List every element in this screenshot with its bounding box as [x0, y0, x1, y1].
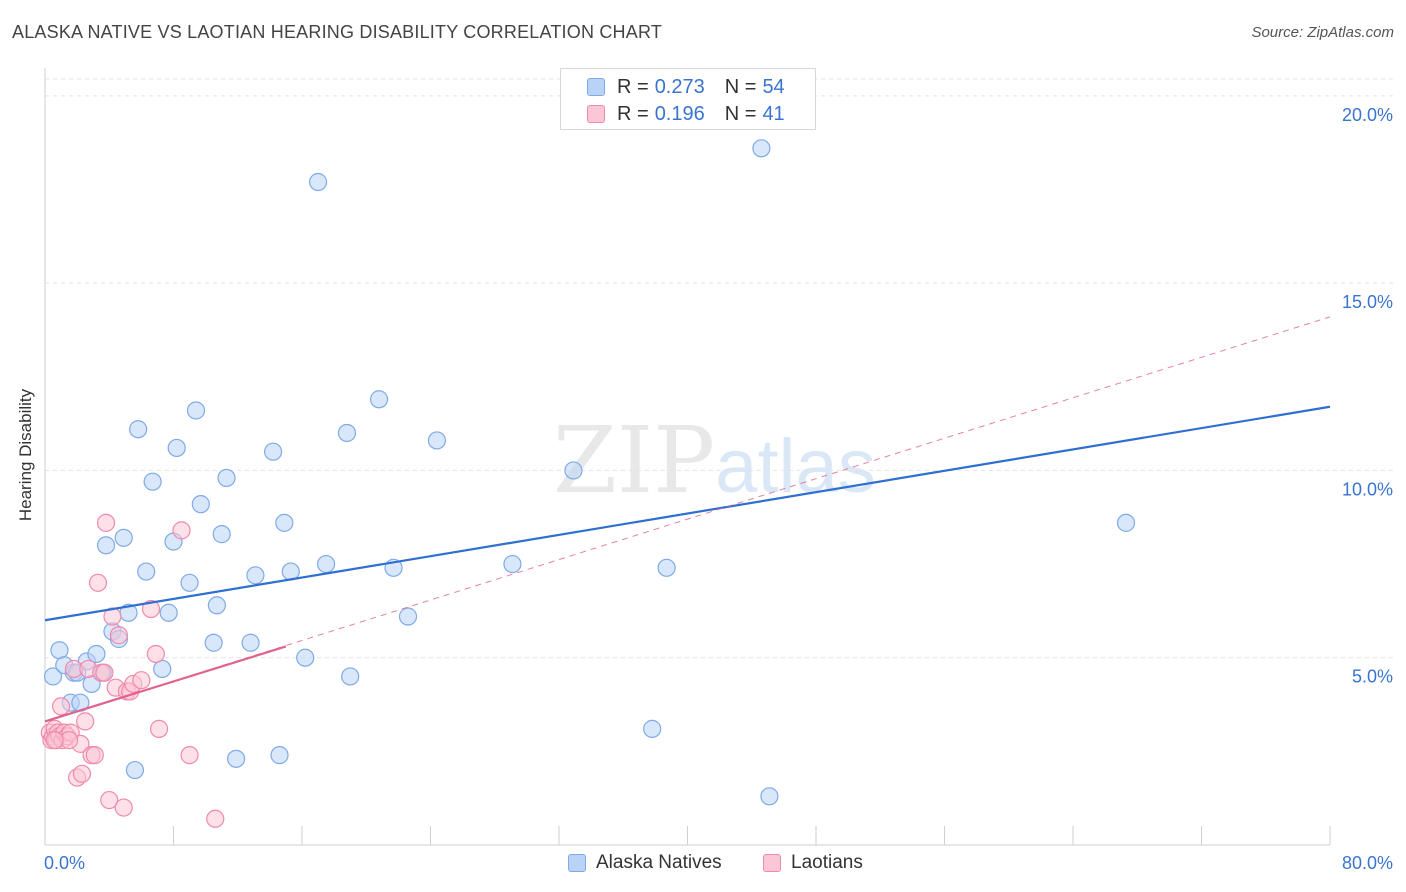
- alaska-native-point: [114, 528, 133, 547]
- legend-item-alaska-natives[interactable]: Alaska Natives: [568, 852, 722, 874]
- laotian-point: [180, 746, 199, 765]
- alaska-native-point: [87, 644, 106, 664]
- laotians-swatch: [763, 854, 781, 872]
- laotian-swatch: [587, 105, 605, 123]
- alaska-swatch: [587, 78, 605, 96]
- alaska-native-point: [398, 607, 418, 626]
- alaska-native-point: [180, 573, 199, 592]
- alaska-native-point: [137, 562, 156, 581]
- watermark: ZIPatlas: [553, 407, 876, 514]
- laotian-point: [109, 626, 128, 645]
- laotian-point: [141, 599, 161, 619]
- alaska-native-point: [207, 596, 226, 615]
- y-axis-label-wrap: Hearing Disability: [16, 323, 36, 521]
- laotian-point: [172, 521, 191, 540]
- alaska-native-point: [153, 659, 172, 679]
- alaska-native-point: [308, 172, 328, 192]
- watermark-zip: ZIP: [553, 407, 715, 514]
- chart-title: ALASKA NATIVE VS LAOTIAN HEARING DISABIL…: [12, 22, 663, 42]
- alaska-native-point: [159, 603, 178, 622]
- alaska-native-point: [227, 749, 246, 768]
- r-value: 0.273: [654, 75, 705, 98]
- y-tick-label: 5.0%: [1352, 667, 1393, 687]
- alaska-native-point: [657, 558, 676, 577]
- alaska-native-point: [96, 536, 116, 555]
- alaska-native-point: [217, 468, 236, 488]
- laotian-point: [132, 671, 151, 690]
- n-label: N =: [724, 102, 757, 125]
- laotian-point: [146, 644, 165, 664]
- laotian-point: [96, 513, 116, 532]
- y-axis-label: Hearing Disability: [16, 388, 35, 522]
- alaska-natives-swatch: [568, 854, 586, 872]
- alaska-native-point: [270, 746, 289, 765]
- alaska-native-point: [246, 566, 265, 585]
- legend-item-laotians[interactable]: Laotians: [763, 852, 863, 874]
- n-label: N =: [724, 75, 757, 98]
- laotian-point: [85, 746, 104, 765]
- alaska-native-point: [341, 667, 360, 686]
- legend-label: Laotians: [791, 852, 863, 873]
- alaska-native-point: [186, 401, 206, 420]
- alaska-native-point: [275, 513, 294, 532]
- alaska-native-point: [143, 472, 162, 491]
- y-tick-label: 10.0%: [1342, 479, 1393, 499]
- laotian-point: [95, 663, 114, 682]
- laotian-point: [72, 764, 92, 783]
- series-legend: Alaska Natives Laotians: [0, 852, 1406, 878]
- n-value: 54: [762, 75, 785, 98]
- r-value: 0.196: [654, 102, 705, 125]
- alaska-native-point: [125, 760, 145, 780]
- laotian-point: [149, 719, 169, 738]
- alaska-native-point: [760, 787, 779, 806]
- r-label: R =: [617, 75, 649, 98]
- r-label: R =: [617, 102, 649, 125]
- alaska-native-point: [752, 139, 771, 158]
- alaska-native-point: [296, 648, 315, 667]
- alaska-native-point: [43, 667, 63, 686]
- laotian-trend-line: [44, 645, 287, 723]
- alaska-native-point: [167, 438, 186, 458]
- alaska-native-point: [564, 461, 583, 480]
- y-tick-label: 20.0%: [1342, 105, 1393, 125]
- x-tick-label: 80.0%: [1342, 853, 1393, 873]
- alaska-native-point: [1116, 513, 1136, 532]
- alaska-native-point: [643, 719, 662, 738]
- laotian-point: [76, 712, 95, 731]
- legend-label: Alaska Natives: [596, 852, 722, 873]
- alaska-native-point: [50, 641, 69, 660]
- laotian-point: [51, 697, 71, 716]
- laotian-point: [88, 573, 108, 592]
- alaska-native-point: [241, 633, 260, 652]
- alaska-native-point: [212, 525, 231, 544]
- laotian-point: [114, 798, 133, 817]
- laotian-point: [100, 790, 119, 810]
- alaska-native-point: [191, 495, 210, 514]
- alaska-native-point: [204, 633, 223, 652]
- legend-row-laotian: R = 0.196 N = 41: [587, 101, 791, 127]
- laotian-point: [206, 809, 225, 828]
- alaska-native-point: [129, 420, 148, 439]
- alaska-trend-line: [44, 405, 1331, 622]
- alaska-native-point: [263, 442, 283, 461]
- y-tick-label: 15.0%: [1342, 292, 1393, 312]
- alaska-native-point: [370, 390, 389, 409]
- legend-row-alaska: R = 0.273 N = 54: [587, 74, 791, 100]
- laotian-point: [45, 731, 64, 750]
- chart-source: Source: ZipAtlas.com: [1251, 24, 1394, 41]
- alaska-native-point: [503, 554, 522, 574]
- n-value: 41: [762, 102, 785, 125]
- alaska-native-point: [427, 431, 447, 450]
- correlation-legend: R = 0.273 N = 54 R = 0.196 N = 41: [560, 68, 816, 130]
- alaska-native-point: [316, 554, 336, 574]
- x-tick-label: 0.0%: [44, 853, 85, 873]
- alaska-native-point: [337, 423, 357, 443]
